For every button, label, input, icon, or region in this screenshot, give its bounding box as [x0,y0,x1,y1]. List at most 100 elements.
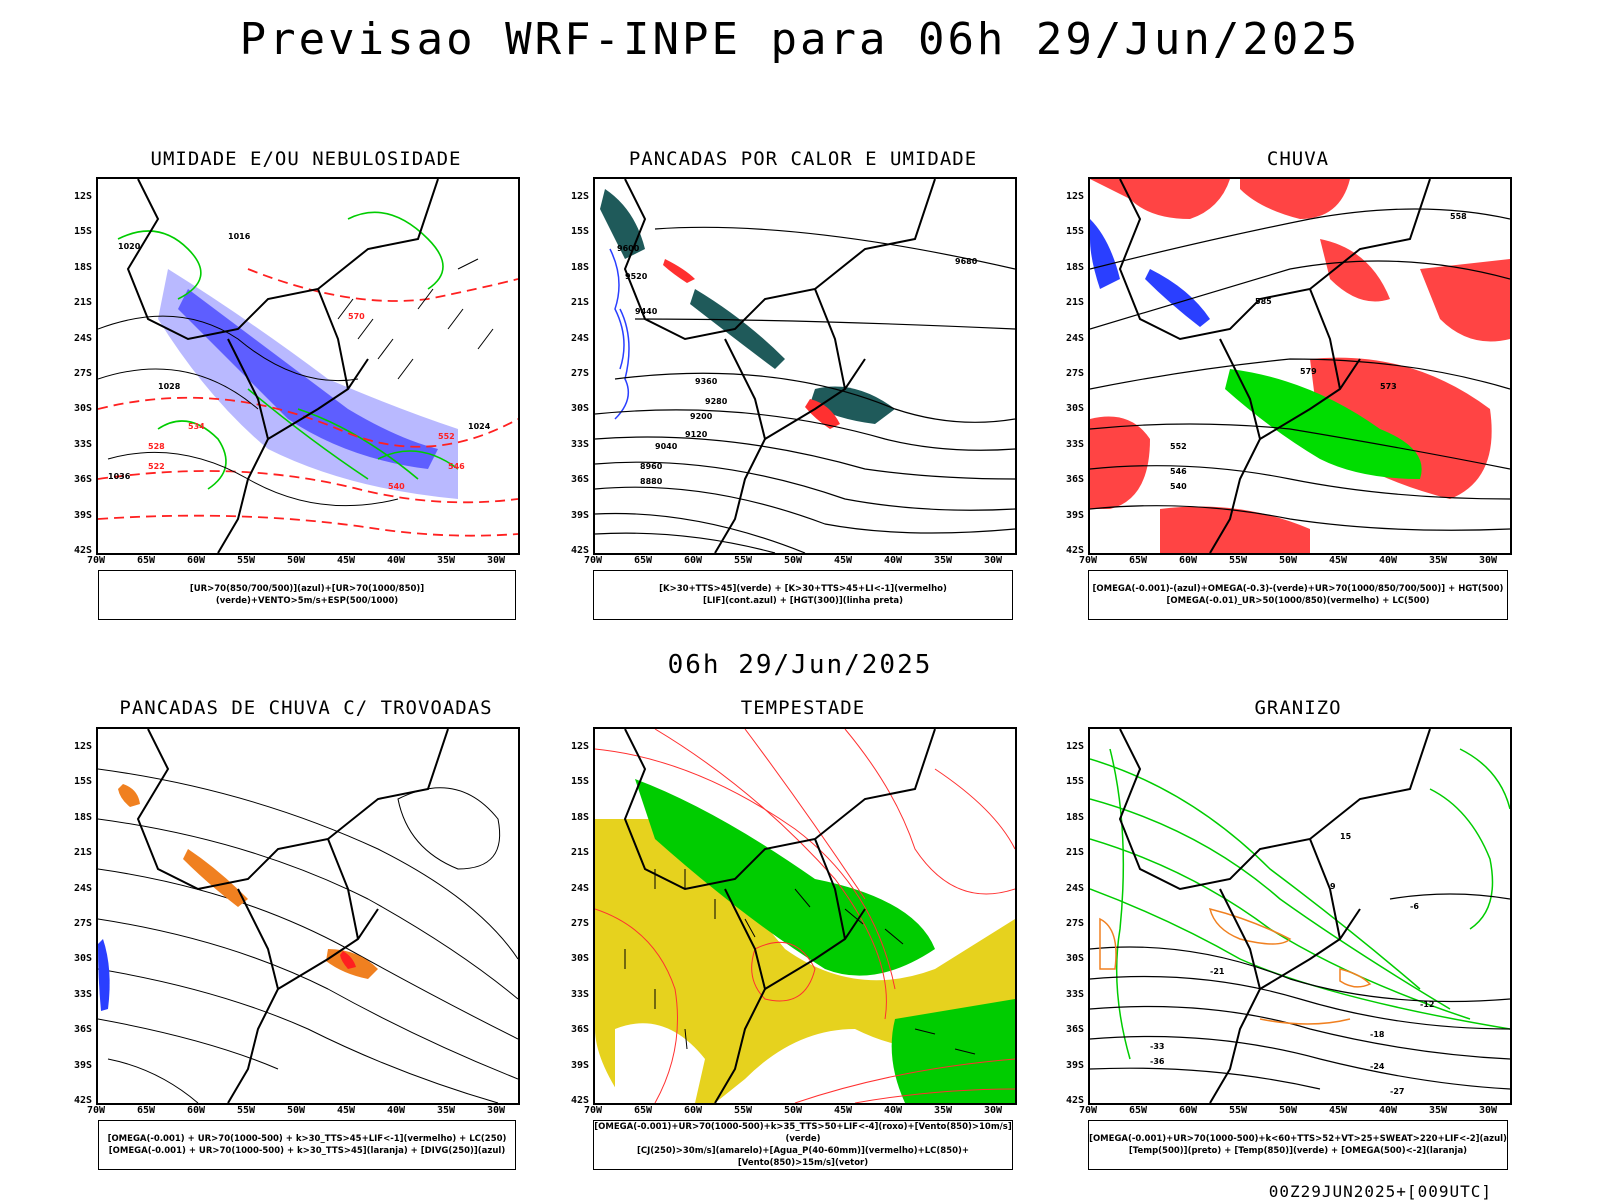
longitude-tick-label: 70W [1078,1105,1098,1116]
longitude-tick-label: 60W [1178,555,1198,566]
panel-title-tempestade: TEMPESTADE [740,697,866,719]
latitude-tick-label: 21S [570,847,589,859]
panel-title-granizo: GRANIZO [1254,697,1342,719]
panel-title-chuva: CHUVA [1266,148,1330,170]
longitude-tick-label: 40W [386,555,406,566]
latitude-tick-label: 36S [1065,474,1084,486]
latitude-tick-label: 36S [570,474,589,486]
longitude-tick-label: 60W [683,1105,703,1116]
legend-line: [OMEGA(-0.001) + UR>70(1000-500) + k>30_… [107,1134,507,1144]
latitude-tick-label: 30S [1065,403,1084,415]
political-borders [136,729,449,1103]
longitude-tick-label: 30W [983,1105,1003,1116]
latitude-tick-label: 39S [73,1059,92,1071]
lc250-streamlines [98,768,518,1103]
latitude-tick-label: 33S [73,438,92,450]
latitude-tick-label: 12S [73,191,92,202]
map-trovoadas [96,727,520,1105]
contour-label: -12 [1420,1000,1434,1009]
contour-label: 1016 [228,232,251,241]
contour-label: 8960 [640,462,663,471]
contour-label: 573 [1380,382,1397,391]
legend-trovoadas: [OMEGA(-0.001) + UR>70(1000-500) + k>30_… [98,1120,516,1170]
longitude-tick-label: 30W [486,1105,506,1116]
latitude-tick-label: 36S [1065,1024,1084,1036]
legend-line: [K>30+TTS>45](verde) + [K>30+TTS>45+LI<-… [659,584,947,594]
latitude-tick-label: 30S [570,953,589,965]
longitude-tick-label: 70W [86,1105,106,1116]
teal-shade-area [690,289,785,369]
latitude-tick-label: 27S [570,368,589,379]
latitude-tick-label: 15S [73,776,92,788]
longitude-tick-label: 70W [583,555,603,566]
contour-label: -36 [1150,1057,1165,1066]
latitude-tick-label: 21S [1065,847,1084,859]
latitude-tick-label: 36S [570,1024,589,1036]
latitude-tick-label: 42S [570,1095,589,1106]
longitude-tick-label: 35W [436,1105,456,1116]
latitude-tick-label: 27S [73,918,92,929]
contour-label: 9 [1330,882,1336,891]
blue-divergence-area [98,939,110,1011]
legend-line: [OMEGA(-0.001) + UR>70(1000-500) + k>30_… [108,1146,506,1156]
white-gap [615,1023,705,1103]
longitude-tick-label: 55W [236,1105,256,1116]
longitude-tick-label: 55W [1228,555,1248,566]
map-pancadas-calor-graphic: 9600 9520 9440 9360 9280 9200 9120 9040 … [595,179,1015,553]
contour-label: 558 [1450,212,1467,221]
longitude-tick-label: 60W [186,555,206,566]
latitude-tick-label: 15S [1065,776,1084,788]
latitude-tick-label: 12S [73,741,92,752]
latitude-tick-label: 21S [73,847,92,859]
political-borders [126,179,439,553]
humidity-shade-blue [178,289,438,469]
longitude-tick-label: 30W [486,555,506,566]
blue-rain-areas [1090,219,1210,327]
longitude-tick-label: 65W [136,555,156,566]
latitude-tick-label: 39S [73,509,92,521]
latitude-tick-label: 15S [1065,226,1084,238]
panel-title-pancadas-calor: PANCADAS POR CALOR E UMIDADE [628,148,978,170]
teal-shade-area [600,189,645,259]
legend-granizo: [OMEGA(-0.001)+UR>70(1000-500)+k<60+TTS>… [1088,1120,1508,1170]
latitude-tick-label: 15S [570,226,589,238]
latitude-tick-label: 21S [570,297,589,309]
latitude-tick-label: 18S [570,811,589,823]
longitude-tick-label: 55W [733,555,753,566]
wind-arrows [337,258,494,380]
legend-line: [LIF](cont.azul) + [HGT(300)](linha pret… [702,596,904,606]
blue-lif-contours [609,248,630,420]
contour-label: 8880 [640,477,663,486]
latitude-tick-label: 18S [73,811,92,823]
latitude-tick-label: 24S [73,882,92,894]
teal-shade-area [810,386,895,424]
map-chuva: 585 579 573 552 546 540 558 [1088,177,1512,555]
longitude-tick-label: 65W [633,555,653,566]
latitude-tick-label: 18S [1065,261,1084,273]
contour-label: 9440 [635,307,658,316]
longitude-tick-label: 55W [1228,1105,1248,1116]
contour-label: -24 [1370,1062,1385,1071]
contour-label: 546 [1170,467,1187,476]
longitude-tick-label: 35W [933,1105,953,1116]
longitude-tick-label: 60W [683,555,703,566]
contour-label: -27 [1390,1087,1404,1096]
legend-line: [CJ(250)>30m/s](amarelo)+[Agua_P(40-60mm… [636,1146,970,1168]
contour-label: 9040 [655,442,678,451]
longitude-tick-label: 30W [1478,1105,1498,1116]
contour-label: 546 [448,462,465,471]
latitude-tick-label: 42S [1065,545,1084,556]
latitude-tick-label: 12S [1065,741,1084,752]
contour-label: 9200 [690,412,713,421]
red-rain-areas [1090,179,1510,553]
orange-thunder-areas [118,784,378,979]
red-shade-area [663,259,695,283]
contour-label: 570 [348,312,365,321]
longitude-tick-label: 45W [336,1105,356,1116]
latitude-tick-label: 24S [73,332,92,344]
contour-label: 9680 [955,257,978,266]
temp850-contours [1090,748,1510,1060]
latitude-tick-label: 18S [1065,811,1084,823]
legend-line: [OMEGA(-0.001)+UR>70(1000-500)+k>35_TTS>… [594,1122,1012,1144]
longitude-tick-label: 40W [1378,1105,1398,1116]
